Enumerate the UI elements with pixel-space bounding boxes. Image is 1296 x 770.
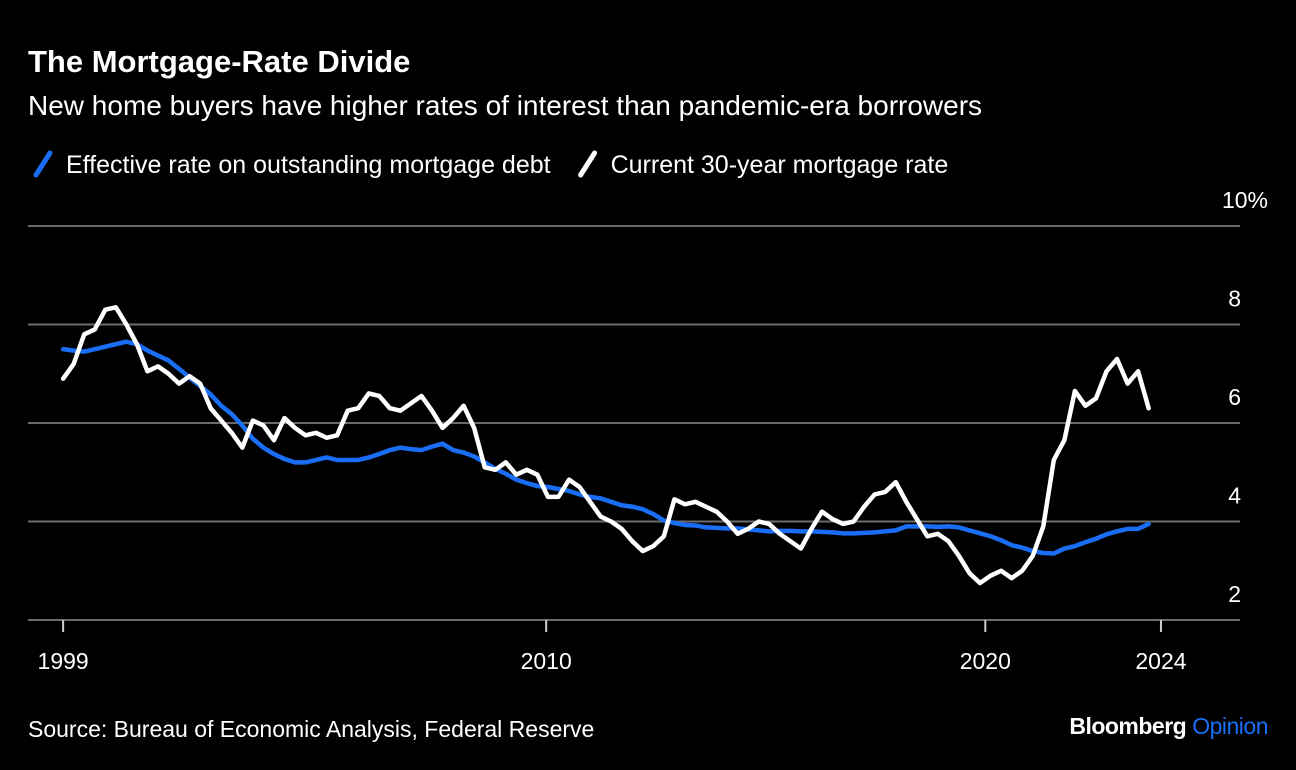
data-line — [60, 339, 1151, 556]
y-tick-label: 6 — [1228, 384, 1241, 410]
x-tick-label: 1999 — [38, 648, 89, 674]
chart-subtitle: New home buyers have higher rates of int… — [28, 90, 982, 121]
data-line — [60, 305, 1151, 586]
brand-section: Opinion — [1192, 713, 1268, 739]
legend-swatch — [578, 150, 598, 178]
brand-name: Bloomberg — [1069, 713, 1186, 739]
x-tick-label: 2020 — [960, 648, 1011, 674]
legend-label: Current 30-year mortgage rate — [611, 151, 949, 179]
chart-title: The Mortgage-Rate Divide — [28, 44, 410, 79]
x-tick-label: 2010 — [521, 648, 572, 674]
legend-swatch — [33, 150, 53, 178]
y-tick-label: 4 — [1228, 483, 1241, 509]
y-tick-label: 8 — [1228, 286, 1241, 312]
source: Source: Bureau of Economic Analysis, Fed… — [28, 716, 594, 742]
y-tick-label: 2 — [1228, 581, 1241, 607]
legend-label: Effective rate on outstanding mortgage d… — [66, 151, 551, 179]
brand: Bloomberg Opinion — [1069, 713, 1268, 739]
x-tick-label: 2024 — [1135, 648, 1186, 674]
y-tick-label: 10% — [1222, 187, 1268, 213]
